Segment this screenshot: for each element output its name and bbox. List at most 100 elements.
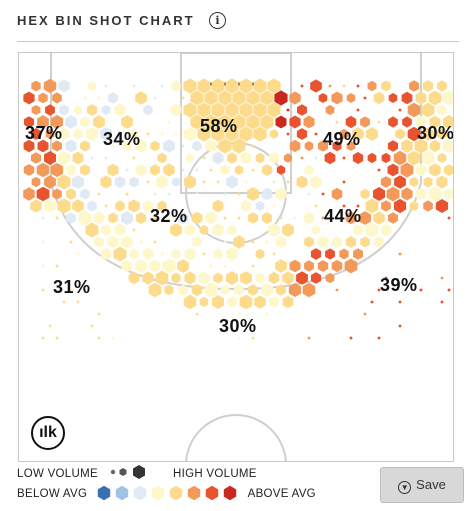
hex-bin [251,168,255,172]
hex-bin [66,164,76,176]
legend-hex [151,485,164,501]
hex-bin [293,216,297,220]
hex-bin [428,186,442,202]
hex-bin [220,164,230,176]
hex-bin [289,115,301,129]
hex-bin [381,80,391,92]
hex-bin [90,324,94,328]
hex-bin [304,164,314,176]
hex-bin [239,126,253,142]
hex-bin [276,165,286,175]
hex-bin [251,240,255,244]
hex-bin [388,140,398,152]
hex-bin [381,200,391,212]
hex-bin [352,152,364,164]
hex-bin [202,180,206,184]
hex-bin [115,200,125,212]
hex-bin [268,271,280,285]
hex-bin [177,259,189,273]
hex-bin [93,115,105,129]
hex-bin [44,175,56,189]
hex-bin [342,180,346,184]
save-button[interactable]: ▼ Save [380,467,464,503]
hex-bin [153,192,157,196]
hex-bin [247,187,259,201]
hex-bin [261,212,273,224]
hex-bin [37,115,49,129]
download-icon: ▼ [398,481,412,494]
hex-bin [286,180,290,184]
hex-bin [303,115,315,129]
hex-bin [132,156,136,160]
hex-bin [100,175,112,189]
hex-bin [192,236,202,248]
info-icon[interactable]: i [209,12,226,29]
hex-bin [395,128,405,140]
hex-bin [409,201,419,211]
hex-bin [275,187,287,201]
hex-bin [398,252,402,256]
zone-pct-left-elbow: 32% [150,206,188,226]
hex-bin [107,163,119,177]
hex-bin [155,270,169,286]
hex-bin [286,132,290,136]
hex-bin [107,235,119,249]
hex-bin [239,102,253,118]
zone-pct-left-wing-3: 31% [53,277,91,297]
hex-bin [386,186,400,202]
hex-bin [415,163,427,177]
hex-bin [218,90,232,106]
hex-bin [52,92,62,104]
hex-bin [275,115,287,129]
hex-bin [339,248,349,260]
hex-bin [276,284,286,296]
hex-bin [444,188,453,200]
volume-scale-icon [111,465,146,479]
hex-bin [41,264,45,268]
hex-bin [325,104,335,116]
hex-bin [185,153,195,163]
hex-bin [377,336,381,340]
hex-bin [174,132,178,136]
zone-pct-left-corner: 37% [25,123,63,143]
hex-bin [409,80,419,92]
hex-bin [226,175,238,189]
hex-bin [198,271,210,285]
hex-bin [253,102,267,118]
hex-bin [135,139,147,153]
hex-bin [104,156,108,160]
hex-bin [30,199,42,213]
hex-bin [66,212,76,224]
header-divider [17,41,459,42]
hex-bin [50,162,64,178]
hex-bin [443,115,453,129]
hex-bin [104,204,108,208]
hex-bin [121,235,133,249]
hex-bin [181,96,185,100]
hex-bin [73,105,83,115]
hex-bin [121,115,133,129]
hex-bin [212,223,224,237]
zone-pct-right-corner: 30% [417,123,454,143]
hex-bin [401,139,413,153]
hex-bin [135,212,147,224]
hex-bin [289,139,301,153]
chart-header: HEX BIN SHOT CHART i [0,0,474,40]
hex-bin [440,276,444,280]
hex-bin [428,90,442,106]
hex-bin [232,114,246,130]
hex-bin [346,93,356,103]
hex-bin [59,104,69,116]
hex-bin [283,153,293,163]
hex-bin [342,84,346,88]
hex-bin [344,258,358,274]
hex-bin [443,164,453,176]
hex-bin [190,90,204,106]
hex-bin [345,115,357,129]
brand-logo: ılk [31,416,65,450]
hex-bin [142,200,154,212]
hex-bin [360,236,370,248]
hex-bin [48,324,52,328]
hex-bin [93,211,105,225]
hex-bin [318,140,328,152]
